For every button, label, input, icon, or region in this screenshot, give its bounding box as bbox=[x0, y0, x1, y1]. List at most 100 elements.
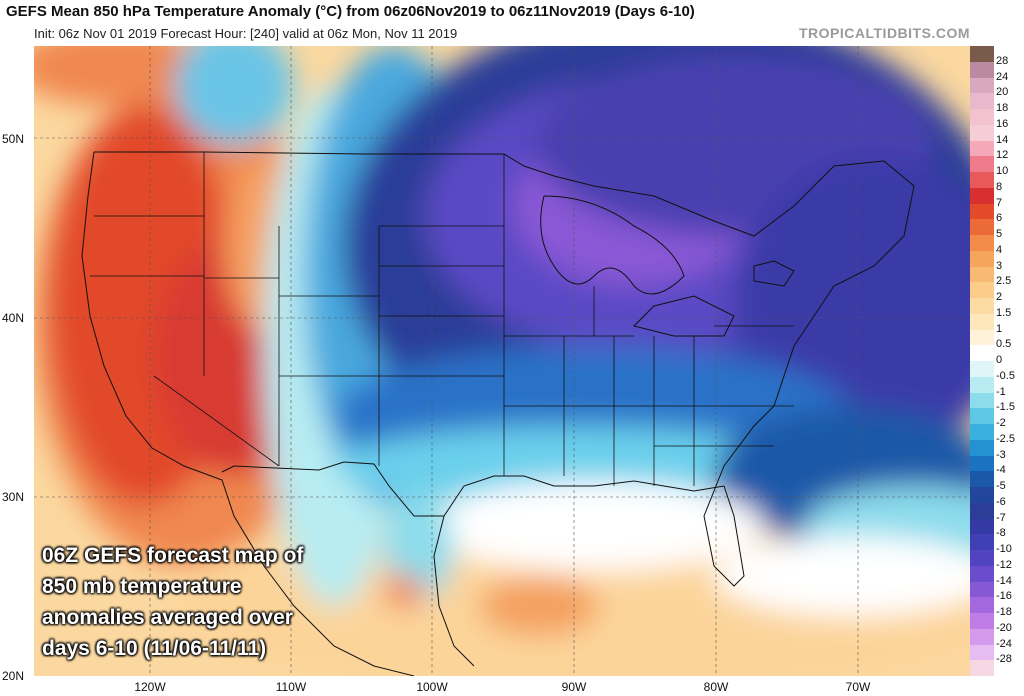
colorbar-tick-label: -24 bbox=[996, 637, 1012, 650]
colorbar-swatch bbox=[970, 203, 994, 220]
colorbar-tick-label: 5 bbox=[996, 228, 1003, 240]
colorbar-swatch bbox=[970, 187, 994, 204]
colorbar-swatch bbox=[970, 250, 994, 267]
colorbar-tick-label: -1.5 bbox=[996, 401, 1015, 414]
colorbar-tick-label: -18 bbox=[996, 606, 1012, 618]
colorbar-swatch bbox=[970, 156, 994, 173]
colorbar-tick-label: 1 bbox=[996, 322, 1003, 335]
colorbar-tick-label: -10 bbox=[996, 543, 1012, 555]
colorbar-tick-label: 6 bbox=[996, 212, 1003, 225]
colorbar-swatch bbox=[970, 487, 994, 504]
colorbar-tick-label: 12 bbox=[996, 149, 1009, 162]
colorbar-tick-label: 8 bbox=[996, 180, 1003, 193]
colorbar-tick-label: 7 bbox=[996, 196, 1003, 209]
colorbar-tick-label: 10 bbox=[996, 165, 1009, 177]
colorbar-swatch bbox=[970, 455, 994, 472]
anomaly-field bbox=[34, 46, 970, 676]
colorbar-swatch bbox=[970, 502, 994, 519]
map-canvas bbox=[34, 46, 970, 676]
colorbar-swatch bbox=[970, 597, 994, 614]
colorbar-swatch bbox=[970, 124, 994, 141]
colorbar-swatch bbox=[970, 329, 994, 346]
colorbar-swatch bbox=[970, 77, 994, 94]
colorbar-tick-label: 0 bbox=[996, 354, 1003, 366]
caption-overlay: 06Z GEFS forecast map of 850 mb temperat… bbox=[42, 540, 303, 664]
lon-label-120w: 120W bbox=[134, 680, 166, 694]
coastlines bbox=[81, 151, 915, 676]
caption-line-4: days 6-10 (11/06-11/11) bbox=[42, 637, 267, 660]
colorbar-tick-label: -0.5 bbox=[996, 369, 1015, 382]
colorbar-swatch bbox=[970, 471, 994, 488]
colorbar-tick-label: 18 bbox=[996, 102, 1009, 114]
colorbar-swatch bbox=[970, 109, 994, 126]
colorbar-tick-label: -6 bbox=[996, 495, 1006, 508]
colorbar-tick-label: 2 bbox=[996, 291, 1003, 303]
colorbar-swatch bbox=[970, 613, 994, 630]
colorbar-swatch bbox=[970, 345, 994, 362]
lon-label-110w: 110W bbox=[275, 680, 307, 694]
colorbar-swatch bbox=[970, 518, 994, 535]
colorbar-swatch bbox=[970, 424, 994, 441]
anomaly-map bbox=[34, 46, 970, 676]
colorbar-tick-label: 20 bbox=[996, 86, 1009, 99]
lat-label-20n: 20N bbox=[2, 669, 25, 683]
colorbar-swatch bbox=[970, 376, 994, 393]
colorbar-swatch bbox=[970, 46, 994, 63]
colorbar-swatch bbox=[970, 61, 994, 78]
colorbar-swatch bbox=[970, 235, 994, 252]
lat-label-40n: 40N bbox=[2, 311, 25, 325]
caption-line-3: anomalies averaged over bbox=[42, 606, 293, 629]
colorbar-swatch bbox=[970, 565, 994, 582]
colorbar-swatch bbox=[970, 219, 994, 236]
colorbar-legend: 28 24 20 18 16 14 12 10 8 7 6 5 4 3 2.5 2 1.5 1 0.5 0 -0.5 -1… bbox=[970, 46, 1020, 676]
colorbar-tick-label: -16 bbox=[996, 590, 1012, 603]
colorbar-tick-label: -2.5 bbox=[996, 432, 1015, 445]
colorbar-swatch bbox=[970, 361, 994, 378]
colorbar-tick-label: 2.5 bbox=[996, 275, 1012, 288]
map-subtitle: Init: 06z Nov 01 2019 Forecast Hour: [24… bbox=[34, 26, 458, 41]
colorbar-tick-label: 4 bbox=[996, 243, 1003, 256]
colorbar-swatch bbox=[970, 140, 994, 157]
colorbar-swatch bbox=[970, 439, 994, 456]
graticule bbox=[34, 46, 970, 676]
colorbar-swatch bbox=[970, 282, 994, 299]
colorbar-swatch bbox=[970, 581, 994, 598]
lon-label-90w: 90W bbox=[561, 680, 587, 694]
colorbar-tick-label: -28 bbox=[996, 653, 1012, 666]
colorbar-tick-label: -20 bbox=[996, 621, 1012, 634]
colorbar-tick-label: -2 bbox=[996, 417, 1006, 429]
colorbar-swatch bbox=[970, 628, 994, 645]
caption-line-1: 06Z GEFS forecast map of bbox=[42, 544, 304, 567]
colorbar-tick-label: 0.5 bbox=[996, 338, 1012, 351]
colorbar-tick-label: 14 bbox=[996, 133, 1009, 146]
colorbar-tick-label: 16 bbox=[996, 117, 1009, 130]
colorbar-swatch bbox=[970, 408, 994, 425]
lon-label-100w: 100W bbox=[416, 680, 448, 694]
colorbar-swatch bbox=[970, 392, 994, 409]
colorbar-tick-label: 1.5 bbox=[996, 306, 1012, 319]
colorbar-swatch bbox=[970, 298, 994, 315]
lon-label-70w: 70W bbox=[845, 680, 871, 694]
state-borders bbox=[90, 152, 794, 486]
colorbar-swatch bbox=[970, 93, 994, 110]
colorbar-tick-label: 28 bbox=[996, 54, 1009, 67]
site-watermark: TROPICALTIDBITS.COM bbox=[798, 25, 970, 41]
colorbar-tick-label: 24 bbox=[996, 70, 1009, 83]
colorbar-swatch bbox=[970, 660, 994, 676]
map-title: GEFS Mean 850 hPa Temperature Anomaly (°… bbox=[6, 3, 695, 20]
colorbar-swatch bbox=[970, 644, 994, 661]
colorbar-tick-label: -5 bbox=[996, 480, 1006, 492]
colorbar-tick-label: -4 bbox=[996, 464, 1006, 477]
colorbar-tick-label: -8 bbox=[996, 527, 1006, 540]
caption-line-2: 850 mb temperature bbox=[42, 575, 242, 598]
colorbar-tick-label: -3 bbox=[996, 448, 1006, 461]
colorbar-swatch bbox=[970, 313, 994, 330]
colorbar-tick-label: -12 bbox=[996, 558, 1012, 571]
colorbar-tick-label: -7 bbox=[996, 511, 1006, 524]
lon-label-80w: 80W bbox=[703, 680, 729, 694]
colorbar-tick-label: -1 bbox=[996, 385, 1006, 398]
colorbar-tick-label: 3 bbox=[996, 259, 1003, 272]
colorbar-swatch bbox=[970, 534, 994, 551]
lat-label-50n: 50N bbox=[2, 132, 25, 146]
lat-label-30n: 30N bbox=[2, 490, 25, 504]
